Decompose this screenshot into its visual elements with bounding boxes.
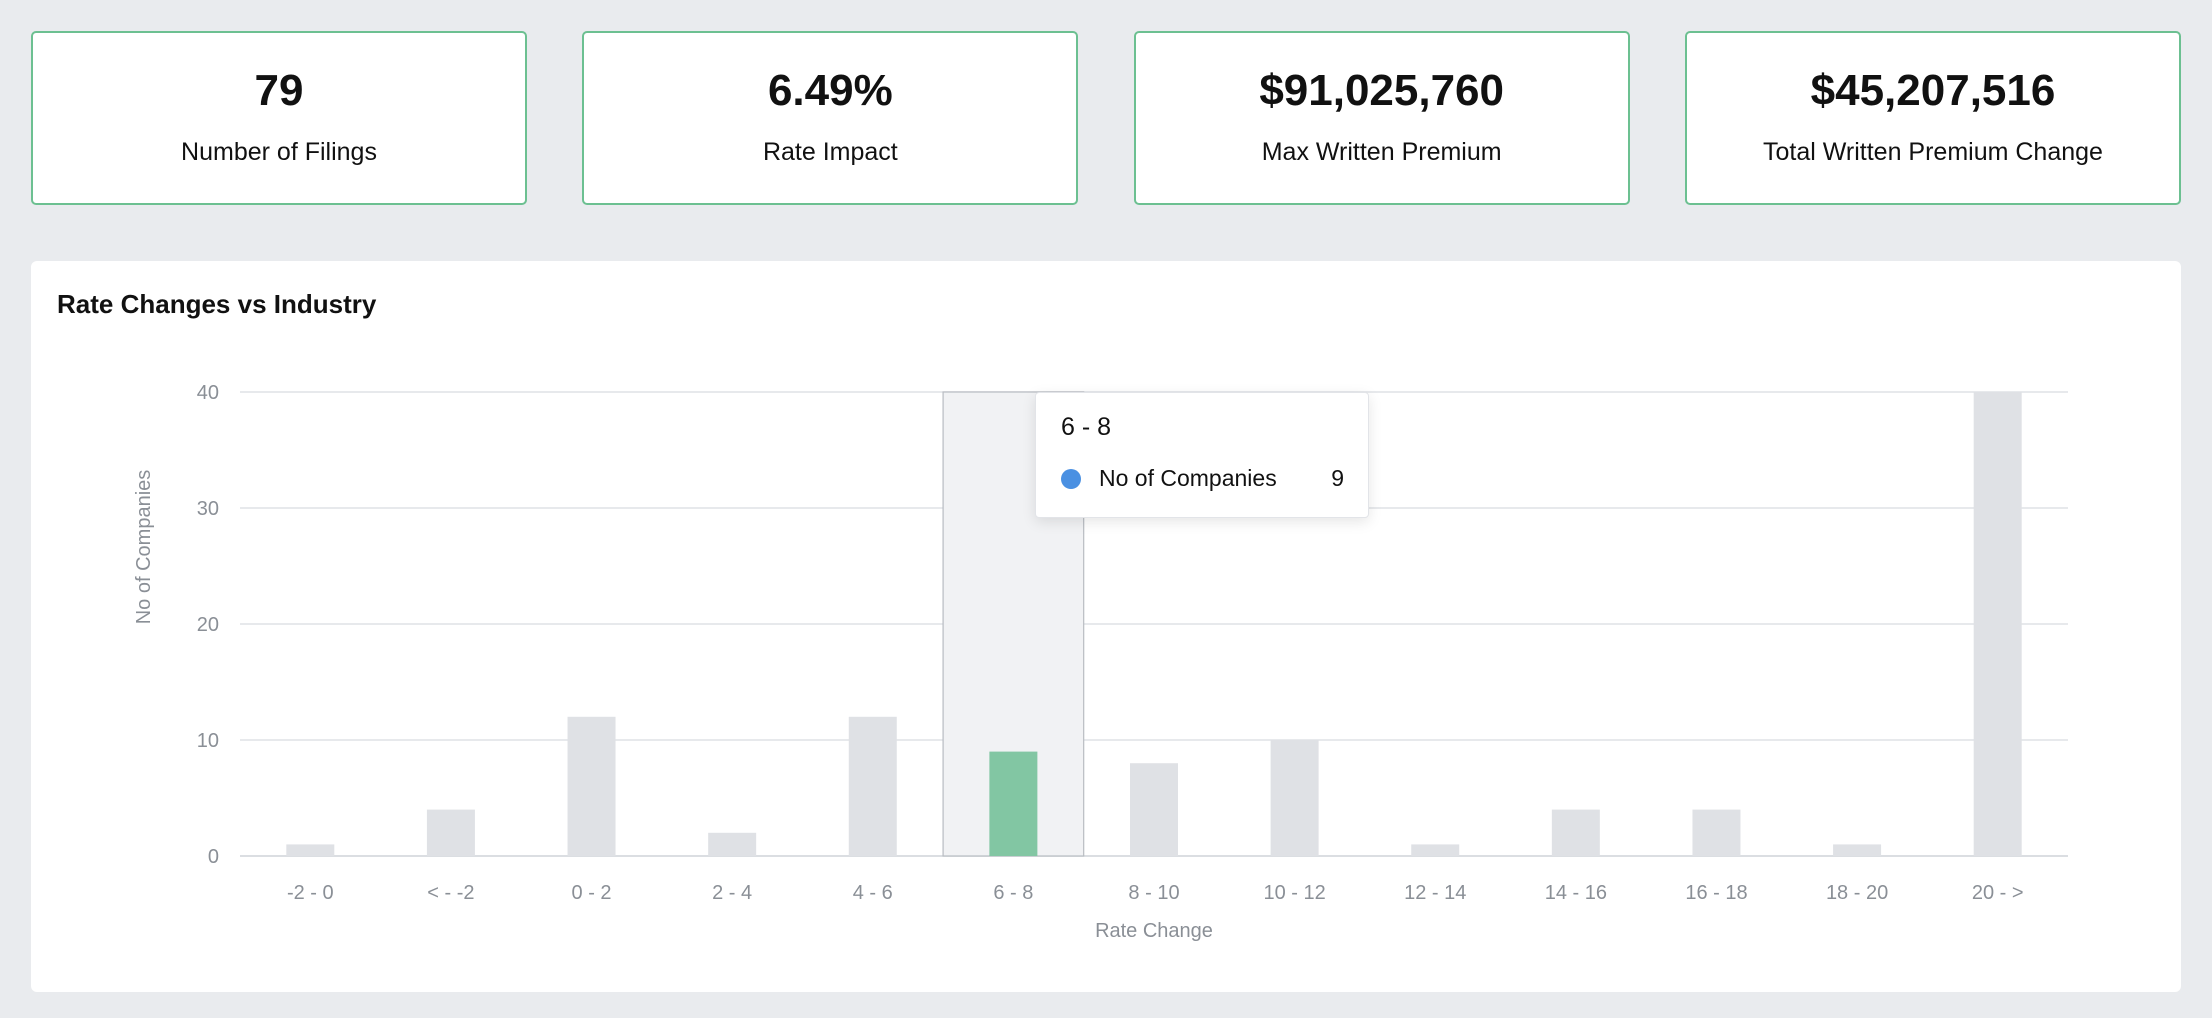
kpi-value: 79 — [254, 66, 304, 115]
kpi-value: $45,207,516 — [1810, 66, 2056, 115]
y-tick-label: 40 — [197, 382, 219, 404]
kpi-label: Max Written Premium — [1261, 138, 1502, 166]
kpi-card-filings: 79 Number of Filings — [31, 31, 527, 205]
x-tick-label: 2 - 4 — [712, 882, 752, 904]
kpi-row: 79 Number of Filings 6.49% Rate Impact $… — [31, 31, 2181, 209]
x-tick-label: 10 - 12 — [1263, 882, 1325, 904]
kpi-label: Rate Impact — [762, 138, 898, 166]
bar-4 — [708, 832, 757, 856]
bar-6 — [989, 751, 1038, 856]
bar-5 — [848, 716, 897, 856]
y-tick-label: 10 — [197, 730, 219, 752]
y-tick-label: 20 — [197, 614, 219, 636]
chart-panel: Rate Changes vs Industry 0 10 20 30 40 -2 - 0… — [31, 261, 2181, 992]
x-tick-label: 14 - 16 — [1545, 882, 1607, 904]
bar-11 — [1692, 809, 1741, 856]
bar-13 — [1973, 392, 2022, 856]
x-tick-label: 16 - 18 — [1685, 882, 1747, 904]
bar-9 — [1411, 844, 1460, 856]
kpi-label: Total Written Premium Change — [1763, 138, 2103, 166]
x-tick-label: 8 - 10 — [1128, 882, 1179, 904]
x-tick-label: 4 - 6 — [853, 882, 893, 904]
tooltip-title: 6 - 8 — [1061, 413, 1112, 441]
kpi-value: 6.49% — [767, 66, 893, 115]
x-tick-label: 20 - > — [1972, 882, 2024, 904]
kpi-value: $91,025,760 — [1259, 66, 1504, 115]
x-axis-label: Rate Change — [1095, 920, 1213, 942]
x-tick-label: 12 - 14 — [1404, 882, 1466, 904]
bar-3 — [567, 716, 616, 856]
x-tick-label: 0 - 2 — [572, 882, 612, 904]
bar-8 — [1270, 740, 1319, 856]
tooltip-value: 9 — [1331, 465, 1344, 491]
bar-7 — [1130, 763, 1178, 856]
bar-1 — [286, 844, 335, 856]
x-tick-label: 18 - 20 — [1826, 882, 1888, 904]
kpi-card-max-premium: $91,025,760 Max Written Premium — [1133, 31, 1630, 205]
y-tick-label: 0 — [208, 846, 219, 868]
x-tick-label: 6 - 8 — [993, 882, 1033, 904]
tooltip-series-name: No of Companies — [1099, 465, 1277, 491]
bar-2 — [426, 809, 475, 856]
x-tick-label: -2 - 0 — [287, 882, 334, 904]
kpi-label: Number of Filings — [181, 138, 377, 166]
chart-tooltip: 6 - 8 No of Companies 9 — [1035, 392, 1369, 518]
x-tick-label: < - -2 — [427, 882, 474, 904]
kpi-card-total-premium-change: $45,207,516 Total Written Premium Change — [1684, 31, 2181, 205]
panel-title: Rate Changes vs Industry — [57, 289, 377, 319]
y-axis-label: No of Companies — [133, 470, 155, 625]
tooltip-row: No of Companies 9 — [1061, 465, 1344, 492]
bar-10 — [1551, 809, 1600, 856]
y-tick-label: 30 — [197, 498, 219, 520]
rate-change-bar-chart: 0 10 20 30 40 -2 - 0 < - -2 0 - 2 2 - 4 4 - 6 6 - … — [133, 382, 2068, 942]
bar-12 — [1833, 844, 1882, 856]
kpi-card-rate-impact: 6.49% Rate Impact — [582, 31, 1079, 205]
series-dot-icon — [1061, 468, 1081, 489]
